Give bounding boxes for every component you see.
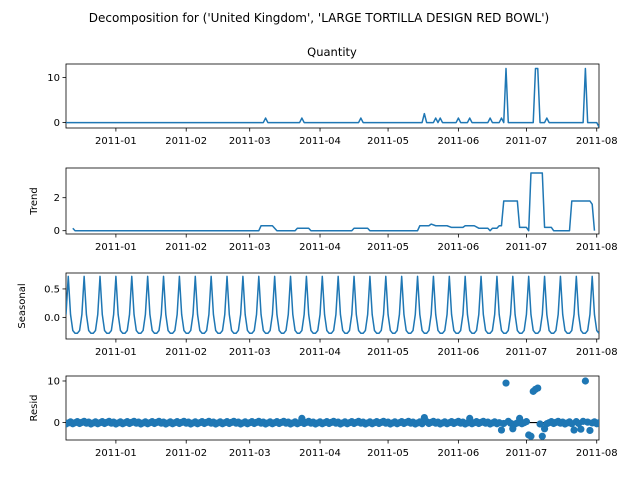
panel-title-quantity: Quantity <box>307 45 357 59</box>
x-tick-label: 2011-08 <box>576 448 618 459</box>
x-tick-label: 2011-01 <box>95 136 137 147</box>
resid-point <box>570 426 578 434</box>
y-tick-label: 0.0 <box>44 313 60 324</box>
x-tick-label: 2011-08 <box>576 242 618 253</box>
plot-frame <box>65 375 600 441</box>
y-tick-label: 2 <box>54 193 60 204</box>
x-tick-label: 2011-03 <box>229 242 271 253</box>
x-tick-label: 2011-07 <box>506 242 548 253</box>
x-tick-label: 2011-05 <box>367 448 409 459</box>
x-tick-label: 2011-04 <box>299 448 341 459</box>
x-tick-label: 2011-06 <box>437 136 479 147</box>
resid-point <box>581 377 589 385</box>
x-tick-label: 2011-06 <box>437 347 479 358</box>
x-tick-label: 2011-04 <box>299 136 341 147</box>
y-tick-label: 0 <box>54 418 60 429</box>
x-tick-label: 2011-02 <box>165 242 207 253</box>
resid-point <box>522 418 531 426</box>
resid-point <box>527 432 535 440</box>
x-tick-label: 2011-02 <box>165 448 207 459</box>
x-tick-label: 2011-03 <box>229 347 271 358</box>
x-tick-label: 2011-04 <box>299 347 341 358</box>
y-tick-label: 0.5 <box>44 284 60 295</box>
y-axis-label: Resid <box>29 395 40 422</box>
x-tick-label: 2011-06 <box>437 242 479 253</box>
y-axis-label: Seasonal <box>17 283 28 328</box>
resid-point <box>534 384 542 392</box>
x-tick-label: 2011-07 <box>506 448 548 459</box>
x-tick-label: 2011-05 <box>367 242 409 253</box>
resid-point <box>586 426 594 435</box>
panel-resid: 0 10 2011-01 2011-02 2011-03 2011-04 2011-05 20… <box>29 375 618 459</box>
x-tick-label: 2011-05 <box>367 347 409 358</box>
x-tick-label: 2011-06 <box>437 448 479 459</box>
panel-seasonal: 0.0 0.5 2011-01 2011-02 2011-03 2011-04 2011-0… <box>17 272 618 358</box>
x-tick-label: 2011-08 <box>576 136 618 147</box>
y-tick-label: 0 <box>54 226 60 237</box>
y-axis-label: Trend <box>29 187 40 215</box>
x-tick-label: 2011-01 <box>95 448 137 459</box>
x-tick-label: 2011-08 <box>576 347 618 358</box>
plot-area <box>66 67 599 128</box>
plot-area <box>66 377 599 440</box>
plot-frame <box>65 63 600 129</box>
panel-observed: 0 10 2011-01 2011-02 2011-03 2011-04 2011-05 20… <box>47 63 618 147</box>
plot-area <box>66 275 599 335</box>
x-tick-label: 2011-03 <box>229 136 271 147</box>
y-tick-label: 10 <box>47 73 60 84</box>
plot-frame <box>65 167 600 235</box>
resid-point <box>538 432 546 440</box>
x-tick-label: 2011-07 <box>506 136 548 147</box>
x-tick-label: 2011-01 <box>95 347 137 358</box>
resid-point <box>502 379 510 387</box>
resid-point <box>595 419 599 427</box>
x-tick-label: 2011-04 <box>299 242 341 253</box>
resid-point <box>577 425 585 433</box>
series-line-trend <box>72 172 596 232</box>
resid-point <box>536 420 544 428</box>
x-tick-label: 2011-02 <box>165 347 207 358</box>
chart-title: Decomposition for ('United Kingdom', 'LA… <box>89 11 549 25</box>
series-line-observed <box>66 67 599 128</box>
y-tick-label: 10 <box>47 376 60 387</box>
resid-point <box>497 426 506 434</box>
y-tick-label: 0 <box>54 118 60 129</box>
panel-trend: 0 2 2011-01 2011-02 2011-03 2011-04 2011-05 201… <box>29 167 618 253</box>
x-tick-label: 2011-07 <box>506 347 548 358</box>
series-line-seasonal <box>66 275 599 335</box>
x-tick-label: 2011-03 <box>229 448 271 459</box>
x-tick-label: 2011-02 <box>165 136 207 147</box>
plot-area <box>72 172 596 232</box>
x-tick-label: 2011-05 <box>367 136 409 147</box>
x-tick-label: 2011-01 <box>95 242 137 253</box>
